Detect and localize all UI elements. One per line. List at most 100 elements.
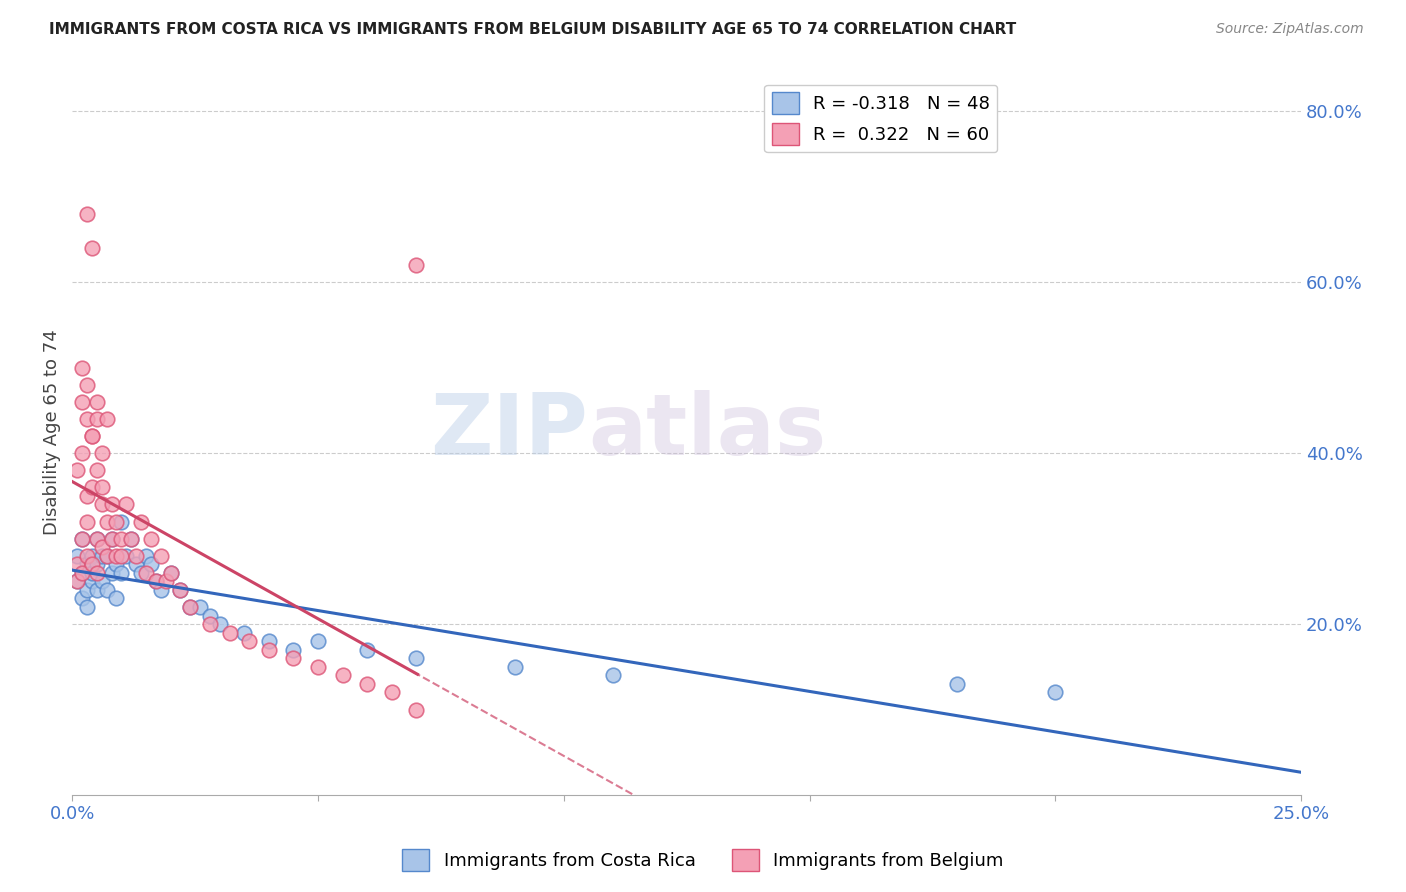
- Point: [80, 549, 103, 563]
- Point: [198, 617, 221, 632]
- Point: [159, 566, 181, 580]
- Point: [70, 532, 93, 546]
- Point: [76, 558, 98, 572]
- Text: atlas: atlas: [588, 391, 827, 474]
- Point: [86, 463, 108, 477]
- Point: [76, 515, 98, 529]
- Point: [80, 480, 103, 494]
- Point: [1045, 685, 1067, 699]
- Point: [86, 395, 108, 409]
- Point: [110, 549, 132, 563]
- Point: [90, 574, 112, 589]
- Point: [100, 532, 122, 546]
- Point: [90, 540, 112, 554]
- Point: [86, 558, 108, 572]
- Point: [145, 574, 167, 589]
- Point: [283, 651, 305, 665]
- Y-axis label: Disability Age 65 to 74: Disability Age 65 to 74: [44, 329, 60, 534]
- Point: [66, 558, 89, 572]
- Point: [80, 429, 103, 443]
- Point: [149, 582, 172, 597]
- Point: [80, 241, 103, 255]
- Point: [169, 582, 191, 597]
- Point: [307, 634, 329, 648]
- Point: [80, 566, 103, 580]
- Point: [76, 582, 98, 597]
- Point: [96, 412, 118, 426]
- Legend: R = -0.318   N = 48, R =  0.322   N = 60: R = -0.318 N = 48, R = 0.322 N = 60: [765, 85, 997, 153]
- Point: [70, 566, 93, 580]
- Point: [283, 642, 305, 657]
- Point: [80, 558, 103, 572]
- Point: [135, 566, 157, 580]
- Point: [90, 498, 112, 512]
- Point: [503, 660, 526, 674]
- Point: [129, 515, 152, 529]
- Point: [169, 582, 191, 597]
- Point: [257, 634, 280, 648]
- Point: [86, 532, 108, 546]
- Point: [125, 549, 148, 563]
- Point: [70, 532, 93, 546]
- Point: [105, 515, 128, 529]
- Point: [120, 532, 142, 546]
- Point: [125, 558, 148, 572]
- Point: [218, 625, 240, 640]
- Legend: Immigrants from Costa Rica, Immigrants from Belgium: Immigrants from Costa Rica, Immigrants f…: [395, 842, 1011, 879]
- Point: [66, 574, 89, 589]
- Point: [80, 574, 103, 589]
- Point: [86, 532, 108, 546]
- Point: [946, 677, 969, 691]
- Point: [139, 558, 162, 572]
- Point: [90, 446, 112, 460]
- Point: [105, 558, 128, 572]
- Point: [139, 532, 162, 546]
- Point: [188, 600, 211, 615]
- Point: [76, 207, 98, 221]
- Point: [159, 566, 181, 580]
- Point: [115, 549, 138, 563]
- Point: [405, 258, 427, 272]
- Point: [105, 591, 128, 606]
- Point: [110, 532, 132, 546]
- Point: [96, 582, 118, 597]
- Point: [100, 566, 122, 580]
- Point: [70, 395, 93, 409]
- Point: [76, 489, 98, 503]
- Point: [86, 582, 108, 597]
- Point: [356, 677, 378, 691]
- Point: [96, 549, 118, 563]
- Point: [86, 566, 108, 580]
- Point: [70, 360, 93, 375]
- Point: [257, 642, 280, 657]
- Point: [602, 668, 624, 682]
- Point: [238, 634, 260, 648]
- Point: [90, 480, 112, 494]
- Point: [198, 608, 221, 623]
- Point: [70, 591, 93, 606]
- Point: [149, 549, 172, 563]
- Point: [66, 574, 89, 589]
- Point: [405, 651, 427, 665]
- Point: [179, 600, 201, 615]
- Point: [100, 532, 122, 546]
- Point: [356, 642, 378, 657]
- Text: Source: ZipAtlas.com: Source: ZipAtlas.com: [1216, 22, 1364, 37]
- Point: [120, 532, 142, 546]
- Point: [105, 549, 128, 563]
- Point: [86, 412, 108, 426]
- Point: [307, 660, 329, 674]
- Point: [80, 429, 103, 443]
- Point: [100, 498, 122, 512]
- Point: [76, 549, 98, 563]
- Point: [110, 566, 132, 580]
- Text: ZIP: ZIP: [430, 391, 588, 474]
- Point: [110, 515, 132, 529]
- Point: [76, 600, 98, 615]
- Point: [129, 566, 152, 580]
- Point: [208, 617, 231, 632]
- Point: [381, 685, 404, 699]
- Point: [115, 498, 138, 512]
- Point: [70, 566, 93, 580]
- Point: [96, 549, 118, 563]
